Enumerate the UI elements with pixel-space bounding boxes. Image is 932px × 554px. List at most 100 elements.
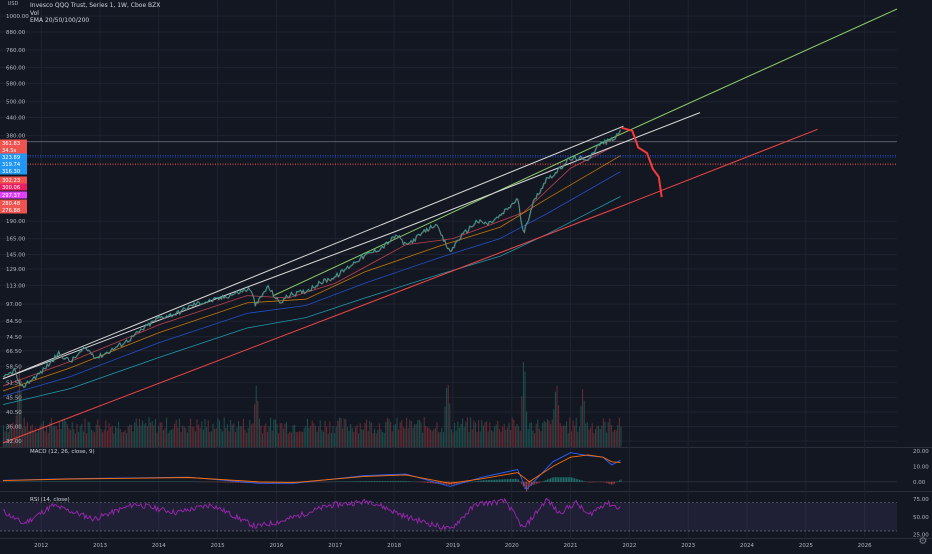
macd-histogram-bar [510,479,511,482]
time-tick-label: 2021 [564,543,578,549]
volume-bar [345,419,346,447]
volume-bar [139,419,140,447]
volume-bar [416,424,417,447]
volume-bar [424,417,425,447]
volume-bar [248,428,249,447]
macd-histogram-bar [475,481,476,482]
volume-bar [361,430,362,448]
macd-histogram-bar [499,480,500,482]
volume-bar [118,422,119,447]
volume-bar [441,428,442,447]
main-legend[interactable]: Invesco QQQ Trust, Series 1, 1W, Cboe BZ… [30,2,160,25]
volume-bar [363,430,364,448]
volume-bar [584,401,585,447]
volume-bar [369,421,370,447]
volume-bar [147,426,148,447]
volume-bar [336,426,337,447]
macd-histogram-bar [224,482,225,483]
price-tick-label: 880.00 [6,30,26,36]
volume-bar [453,432,454,447]
settings-gear-icon[interactable]: ⚙ [917,536,929,548]
volume-bar [613,432,614,447]
volume-bar [264,426,265,447]
volume-bar [285,424,286,447]
time-tick-label: 2023 [681,543,695,549]
volume-bar [149,417,150,447]
volume-bar [65,421,66,447]
rsi-label[interactable]: RSI (14, close) [30,497,70,503]
volume-bar [357,425,358,447]
ema-indicator-label[interactable]: EMA 20/50/100/200 [30,17,160,25]
volume-bar [256,386,257,447]
macd-histogram-bar [371,481,372,482]
macd-histogram-bar [547,480,548,482]
price-tick-label: 97.00 [6,302,22,308]
volume-bar [73,429,74,447]
macd-histogram-bar [392,481,393,482]
time-tick-label: 2017 [328,543,342,549]
macd-histogram-bar [478,481,479,482]
macd-histogram-bar [374,481,375,482]
macd-tick-label: 20.00 [913,449,929,455]
volume-bar [208,420,209,447]
volume-bar [518,426,519,447]
volume-bar [329,422,330,448]
volume-bar [393,425,394,447]
volume-bar [78,432,79,447]
volume-bar [153,425,154,447]
price-label-text: 280.48 [2,201,20,207]
macd-histogram-bar [534,482,535,485]
time-tick-label: 2013 [93,543,107,549]
macd-histogram-bar [557,477,558,482]
volume-bar [166,418,167,447]
volume-bar [513,420,514,447]
volume-bar [41,424,42,447]
volume-bar [163,430,164,447]
macd-histogram-bar [217,482,218,483]
volume-bar [488,431,489,447]
volume-bar [62,419,63,447]
macd-tick-label: 10.00 [913,464,929,470]
volume-bar [529,423,530,447]
volume-bar [355,427,356,447]
volume-indicator-label[interactable]: Vol [30,10,160,18]
macd-histogram-bar [486,480,487,482]
macd-label[interactable]: MACD (12, 26, close, 9) [30,449,95,455]
volume-bar [395,424,396,447]
macd-histogram-bar [566,477,567,482]
price-tick-label: 51.50 [6,380,22,386]
volume-bar [611,425,612,447]
macd-histogram-bar [477,481,478,482]
volume-bar [165,428,166,447]
time-tick-label: 2016 [269,543,283,549]
volume-bar [25,427,26,447]
macd-histogram-bar [505,479,506,482]
volume-bar [309,428,310,447]
volume-bar [117,428,118,447]
rsi-pane [0,498,897,531]
price-tick-label: 36.00 [6,425,22,431]
volume-bar [190,419,191,447]
volume-bar [141,425,142,447]
volume-bar [465,422,466,448]
volume-bar [438,432,439,447]
volume-bar [205,419,206,447]
macd-histogram-bar [227,482,228,483]
currency-button[interactable]: USD [1,1,25,13]
time-tick-label: 2018 [387,543,401,549]
volume-bar [507,428,508,447]
volume-bar [581,406,582,447]
volume-bar [173,429,174,448]
volume-bar [318,427,319,447]
volume-bar [203,430,204,447]
volume-bar [128,426,129,447]
volume-bar [227,424,228,447]
volume-bar [521,396,522,447]
volume-bar [219,421,220,448]
volume-bar [502,427,503,447]
symbol-title[interactable]: Invesco QQQ Trust, Series 1, 1W, Cboe BZ… [30,2,160,10]
macd-histogram-bar [229,482,230,483]
